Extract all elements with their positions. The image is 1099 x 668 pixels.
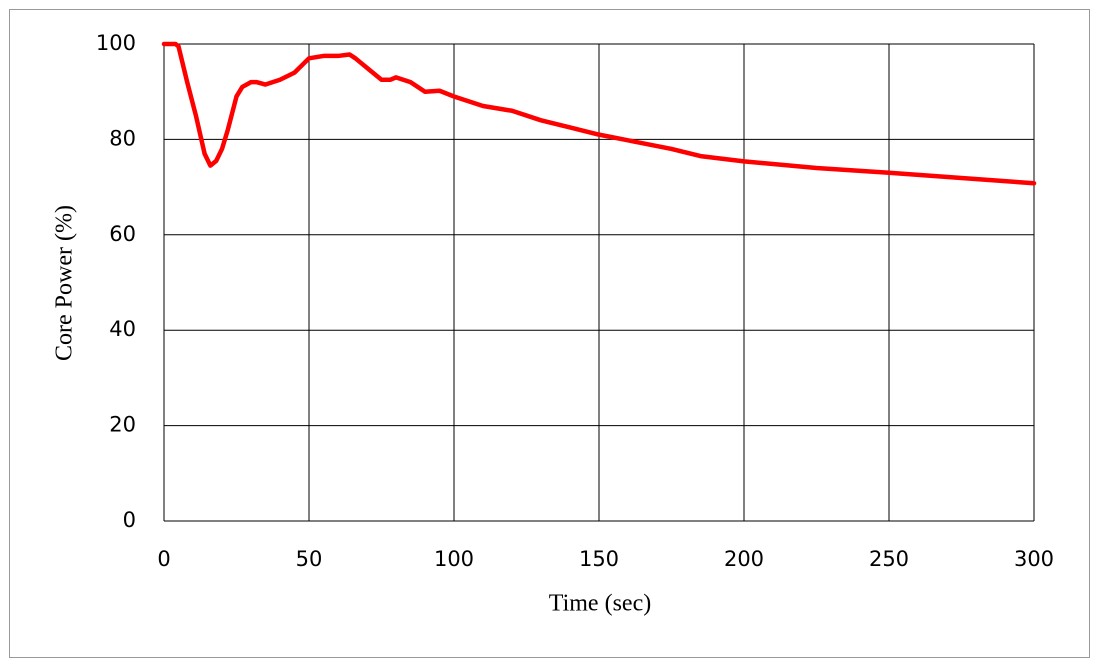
x-tick-label: 50 [296, 547, 323, 571]
x-tick-label: 200 [724, 547, 764, 571]
x-tick-label: 100 [434, 547, 474, 571]
y-axis-title: Core Power (%) [52, 205, 78, 361]
y-tick-label: 0 [123, 508, 136, 532]
y-tick-label: 20 [109, 413, 136, 437]
data-line [161, 41, 1037, 186]
x-axis-title: Time (sec) [549, 591, 651, 617]
x-tick-label: 150 [579, 547, 619, 571]
y-tick-label: 40 [109, 317, 136, 341]
frame [9, 9, 1090, 658]
x-tick-label: 250 [869, 547, 909, 571]
x-tick-label: 0 [157, 547, 170, 571]
x-tick-label: 300 [1014, 547, 1054, 571]
y-tick-label: 60 [109, 222, 136, 246]
y-tick-label: 80 [109, 126, 136, 150]
y-tick-label: 100 [96, 31, 136, 55]
